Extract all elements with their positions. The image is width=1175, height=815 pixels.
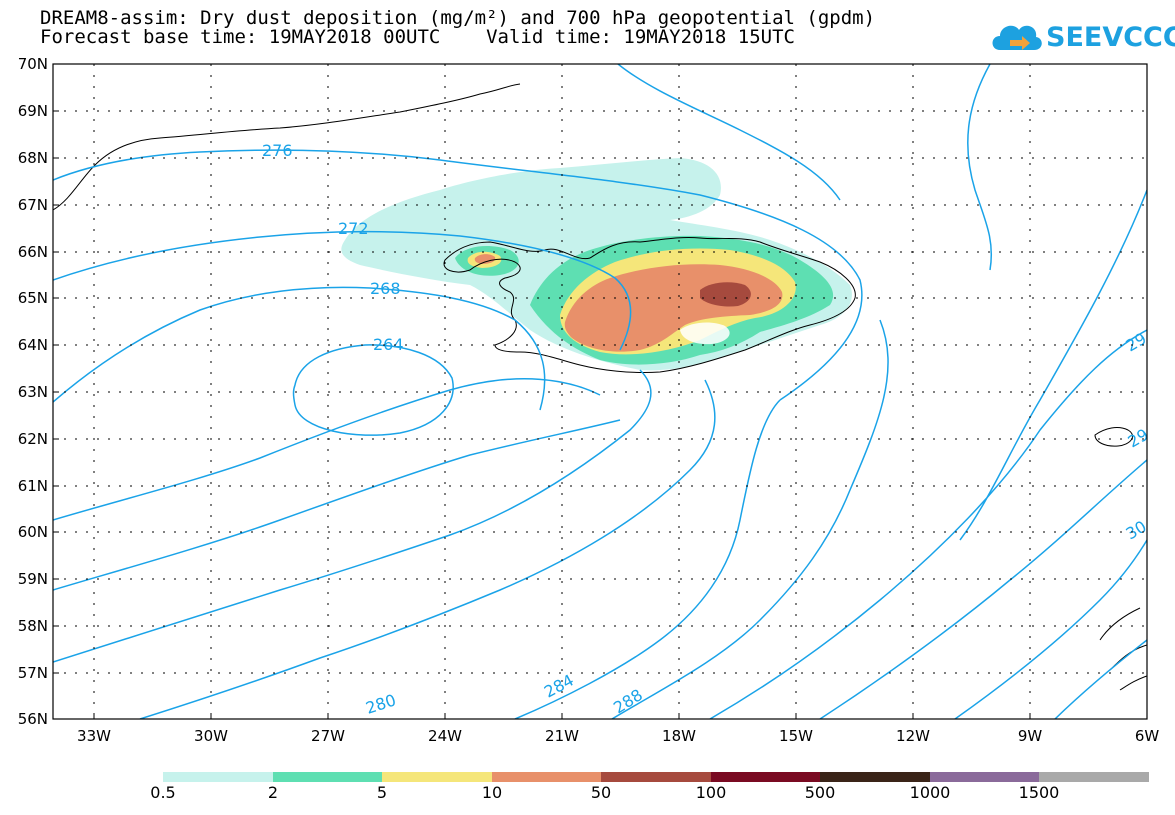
lat-label-59N: 59N [18, 570, 48, 588]
lat-label-67N: 67N [18, 196, 48, 214]
lon-label-9W: 9W [1018, 727, 1043, 745]
contour-272 [53, 230, 632, 351]
contour-290 [709, 329, 1147, 719]
greenland-coastline [53, 83, 521, 211]
geopotential-contours [53, 64, 1147, 719]
contour-label-264: 264 [373, 335, 404, 354]
lat-label-64N: 64N [18, 336, 48, 354]
contour-278 [53, 419, 621, 591]
lat-label-69N: 69N [18, 102, 48, 120]
lat-label-57N: 57N [18, 664, 48, 682]
logo-text: SEEVCCC [1046, 22, 1175, 53]
colorbar-swatch-2 [272, 772, 382, 782]
contour-label-288: 288 [610, 685, 646, 717]
dust-deposition-field [341, 158, 852, 371]
contour-label-268: 268 [370, 279, 401, 298]
colorbar-label-2: 2 [267, 783, 279, 802]
lat-label-61N: 61N [18, 477, 48, 495]
colorbar-label-1500: 1500 [1018, 783, 1060, 802]
cloud-icon [992, 25, 1042, 50]
dust-level-50 [700, 282, 751, 307]
colorbar-label-50: 50 [590, 783, 612, 802]
lon-label-18W: 18W [662, 727, 696, 745]
lon-axis: 33W 30W 27W 24W 21W 18W 15W 12W 9W 6W [77, 713, 1159, 745]
contour-label-284: 284 [541, 670, 577, 701]
contour-280 [53, 378, 601, 521]
iceland-coastline [443, 237, 856, 373]
lat-label-62N: 62N [18, 430, 48, 448]
lon-label-21W: 21W [545, 727, 579, 745]
contour-300 [959, 189, 1147, 541]
map-subtitle: Forecast base time: 19MAY2018 00UTC Vali… [40, 26, 795, 48]
plot-area: 276 272 268 264 280 284 288 29 29 30 [53, 64, 1152, 719]
contour-264 [292, 344, 454, 436]
lon-label-24W: 24W [428, 727, 462, 745]
contour-268 [53, 286, 546, 411]
colorbar [163, 772, 1149, 782]
seevccc-logo: SEEVCCC [988, 16, 1175, 62]
contour-label-29b: 29 [1125, 425, 1152, 452]
contour-282 [53, 369, 652, 663]
colorbar-swatch-3 [382, 772, 492, 782]
colorbar-label-5: 5 [376, 783, 388, 802]
lat-label-70N: 70N [18, 55, 48, 73]
lon-label-6W: 6W [1135, 727, 1160, 745]
scotland-coastline [1099, 607, 1147, 691]
contour-294 [954, 539, 1147, 719]
colorbar-swatch-4 [491, 772, 601, 782]
contour-label-280: 280 [363, 690, 398, 718]
colorbar-label-0.5: 0.5 [150, 783, 176, 802]
colorbar-label-1000: 1000 [909, 783, 951, 802]
contour-label-272: 272 [338, 219, 369, 238]
contour-label-29a: 29 [1123, 329, 1150, 356]
lat-label-60N: 60N [18, 523, 48, 541]
colorbar-label-500: 500 [804, 783, 836, 802]
lat-label-65N: 65N [18, 289, 48, 307]
lat-label-56N: 56N [18, 710, 48, 728]
contour-278-top [617, 64, 841, 201]
contour-286 [514, 399, 781, 719]
map-title: DREAM8-assim: Dry dust deposition (mg/m²… [40, 7, 876, 29]
contour-label-276: 276 [262, 141, 293, 160]
dust-level-10-nw [474, 254, 496, 264]
contour-288 [611, 319, 889, 719]
colorbar-label-10: 10 [481, 783, 503, 802]
coastlines [53, 83, 1147, 691]
lat-label-66N: 66N [18, 243, 48, 261]
colorbar-swatch-7 [820, 772, 930, 782]
lon-label-30W: 30W [194, 727, 228, 745]
colorbar-swatch-5 [601, 772, 711, 782]
contour-276 [53, 149, 863, 401]
lon-label-33W: 33W [77, 727, 111, 745]
lat-axis: 70N 69N 68N 67N 66N 65N 64N 63N 62N 61N … [18, 55, 59, 728]
dust-hole [680, 322, 730, 345]
faroe-islands [1094, 427, 1133, 447]
contour-292 [819, 459, 1147, 719]
colorbar-swatch-9 [1039, 772, 1149, 782]
gridlines [53, 64, 1147, 719]
colorbar-swatch-8 [929, 772, 1039, 782]
lat-label-58N: 58N [18, 617, 48, 635]
contour-label-30: 30 [1123, 517, 1150, 544]
lon-label-12W: 12W [896, 727, 930, 745]
contour-302 [967, 64, 993, 271]
lat-label-68N: 68N [18, 149, 48, 167]
contour-296 [1054, 639, 1147, 719]
plot-frame [52, 63, 1148, 720]
colorbar-label-100: 100 [695, 783, 727, 802]
lon-label-15W: 15W [779, 727, 813, 745]
colorbar-swatch-1 [163, 772, 273, 782]
lon-label-27W: 27W [311, 727, 345, 745]
lat-label-63N: 63N [18, 383, 48, 401]
contour-284 [139, 379, 716, 719]
colorbar-swatch-6 [710, 772, 820, 782]
